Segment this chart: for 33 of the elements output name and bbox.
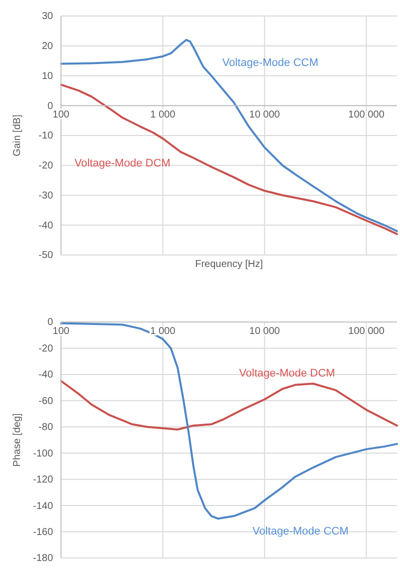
y-tick-label: -20 (38, 343, 54, 354)
y-axis-title: Gain [dB] (12, 114, 23, 156)
series-label: Voltage-Mode DCM (239, 367, 336, 380)
series-label: Voltage-Mode CCM (252, 525, 349, 538)
x-tick-label: 10 000 (249, 110, 280, 121)
y-tick-label: -40 (38, 370, 54, 381)
y-tick-label: -120 (32, 474, 54, 486)
x-tick-label: 100 000 (348, 110, 385, 121)
y-tick-label: 0 (47, 317, 54, 328)
y-tick-label: -80 (38, 422, 54, 434)
x-tick-label: 10 000 (249, 326, 280, 338)
y-tick-label: -140 (32, 500, 54, 512)
series-label: Voltage-Mode CCM (222, 57, 318, 70)
y-tick-label: -160 (32, 526, 54, 538)
y-tick-label: -50 (38, 250, 54, 262)
y-tick-label: -10 (38, 130, 54, 142)
y-tick-label: 0 (47, 100, 54, 112)
y-tick-label: -60 (38, 396, 54, 407)
x-tick-label: 100 (52, 326, 70, 338)
y-tick-label: 30 (42, 11, 54, 22)
y-tick-label: -30 (38, 190, 54, 202)
x-tick-label: 100 (52, 110, 70, 121)
y-tick-label: 10 (42, 70, 54, 82)
y-tick-label: 20 (42, 41, 54, 52)
y-tick-label: -100 (32, 448, 54, 460)
y-axis-title: Phase [deg] (12, 413, 23, 467)
y-tick-label: -40 (38, 220, 54, 232)
x-tick-label: 1 000 (150, 110, 176, 121)
x-axis-title: Frequency [Hz] (195, 259, 264, 270)
series-label: Voltage-Mode DCM (74, 158, 170, 170)
y-tick-label: -180 (32, 553, 54, 564)
y-tick-label: -20 (38, 160, 54, 172)
x-tick-label: 100 000 (348, 326, 385, 338)
